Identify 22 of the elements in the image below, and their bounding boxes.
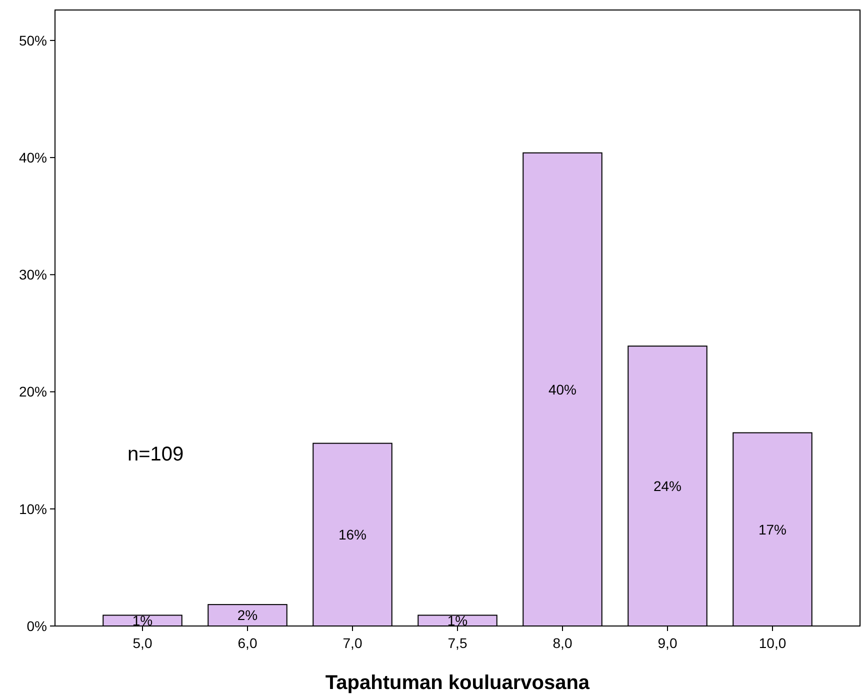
y-tick-label: 40% bbox=[18, 149, 47, 166]
x-tick-label: 5,0 bbox=[132, 635, 152, 651]
y-tick-label: 50% bbox=[18, 32, 47, 48]
x-tick-label: 6,0 bbox=[238, 635, 258, 651]
data-label: 1% bbox=[447, 612, 468, 629]
x-tick-label: 7,5 bbox=[448, 635, 468, 651]
data-label: 2% bbox=[237, 607, 258, 624]
x-tick-label: 9,0 bbox=[658, 635, 678, 651]
data-label: 16% bbox=[338, 526, 367, 543]
x-tick-label: 10,0 bbox=[758, 635, 786, 651]
y-tick-label: 20% bbox=[18, 384, 47, 400]
x-tick-label: 8,0 bbox=[552, 635, 572, 651]
y-tick-label: 10% bbox=[18, 500, 47, 517]
y-tick-label: 30% bbox=[18, 266, 47, 283]
data-label: 17% bbox=[758, 521, 787, 538]
data-label: 24% bbox=[653, 478, 682, 494]
x-tick-label: 7,0 bbox=[342, 635, 362, 651]
data-label: 1% bbox=[132, 612, 153, 629]
annotation: n=109 bbox=[128, 444, 184, 466]
y-tick-label: 0% bbox=[26, 618, 47, 634]
data-label: 40% bbox=[548, 381, 577, 398]
x-axis-title: Tapahtuman kouluarvosana bbox=[325, 672, 590, 694]
